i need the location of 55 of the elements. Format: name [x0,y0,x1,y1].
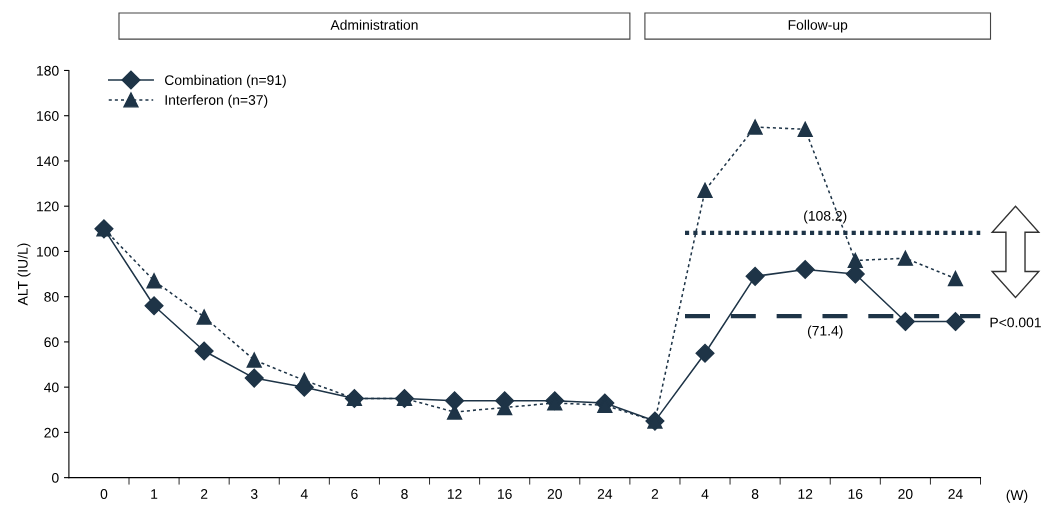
x-tick-label: 16 [848,489,863,499]
x-tick-label: 8 [751,489,759,499]
x-axis-title: (W) [1006,489,1028,503]
point [795,259,815,280]
y-axis-title: ALT (IU/L) [17,243,31,306]
point [194,341,214,361]
x-tick-label: 20 [898,489,913,499]
point [146,273,162,289]
y-tick-label: 140 [37,156,59,167]
point [697,182,713,198]
y-tick-label: 180 [37,65,59,76]
point [947,270,964,287]
point [445,391,465,411]
x-tick-label: 12 [798,489,813,499]
y-tick-label: 100 [37,246,59,257]
legend-label: Combination (n=91) [165,74,286,88]
point [895,312,915,332]
ref-line-label: (71.4) [807,325,843,339]
text: P<0.001 [990,317,1041,328]
y-tick-label: 160 [37,111,59,121]
x-tick-label: 12 [447,489,462,499]
x-tick-label: 3 [250,489,258,499]
y-tick-label: 40 [44,382,59,393]
y-tick-label: 80 [44,292,59,302]
point [144,296,164,316]
x-tick-label: 4 [701,489,709,499]
y-tick-label: 60 [44,337,59,348]
point [695,343,715,363]
ref-line-label: (108.2) [804,210,847,224]
x-tick-label: 6 [351,489,358,499]
x-tick-label: 20 [547,489,562,499]
point [244,368,264,388]
y-tick-label: 0 [52,472,59,483]
x-tick-label: 8 [401,489,408,499]
point [797,121,813,137]
x-tick-label: 24 [597,489,613,499]
point [847,252,863,269]
legend-label: Interferon (n=37) [165,94,268,108]
x-tick-label: 2 [651,489,659,499]
text: Follow-up [788,19,848,33]
point [747,119,763,135]
text: Administration [330,19,418,30]
point [196,309,212,325]
point [945,312,965,332]
point [897,250,914,266]
y-tick-label: 120 [37,201,59,212]
x-tick-label: 1 [151,489,158,499]
x-tick-label: 0 [100,489,108,499]
y-tick-label: 20 [44,427,59,438]
x-tick-label: 2 [200,489,208,499]
point [246,352,262,368]
x-tick-label: 4 [300,489,308,499]
x-tick-label: 24 [948,489,963,499]
point [745,266,765,286]
x-tick-label: 16 [498,489,512,499]
